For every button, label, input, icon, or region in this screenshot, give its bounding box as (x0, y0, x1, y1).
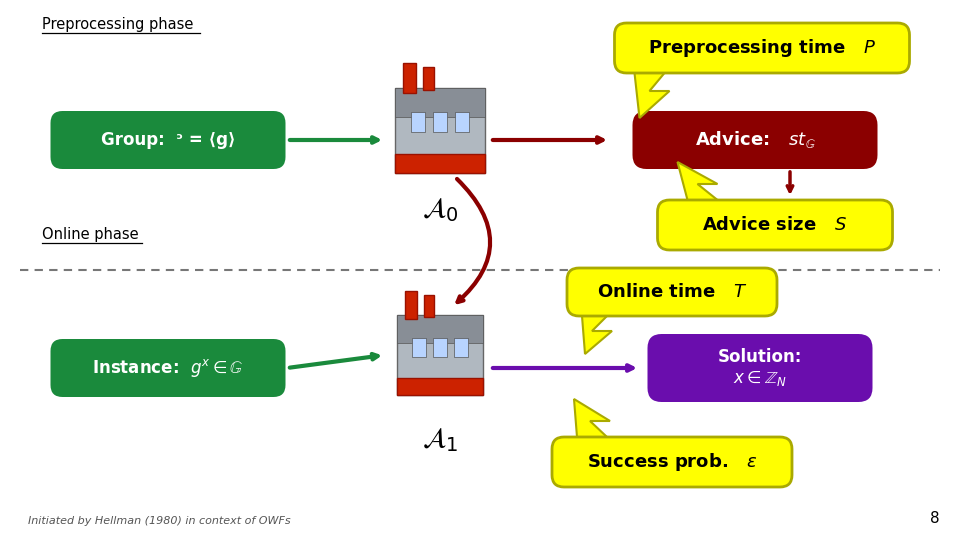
FancyBboxPatch shape (51, 111, 285, 169)
FancyBboxPatch shape (454, 338, 468, 357)
Polygon shape (635, 73, 669, 118)
Text: Success prob.   $\epsilon$: Success prob. $\epsilon$ (587, 451, 757, 473)
FancyBboxPatch shape (397, 315, 483, 343)
FancyBboxPatch shape (411, 112, 425, 132)
FancyBboxPatch shape (403, 63, 416, 92)
FancyBboxPatch shape (395, 87, 485, 117)
FancyBboxPatch shape (51, 339, 285, 397)
Polygon shape (582, 316, 612, 354)
FancyBboxPatch shape (633, 111, 877, 169)
FancyBboxPatch shape (397, 377, 483, 395)
FancyBboxPatch shape (552, 437, 792, 487)
FancyBboxPatch shape (433, 112, 447, 132)
FancyBboxPatch shape (614, 23, 909, 73)
FancyBboxPatch shape (658, 200, 893, 250)
Text: Initiated by Hellman (1980) in context of OWFs: Initiated by Hellman (1980) in context o… (28, 516, 291, 526)
Polygon shape (678, 162, 717, 200)
Polygon shape (574, 399, 610, 437)
Text: Instance:  $g^x \in \mathbb{G}$: Instance: $g^x \in \mathbb{G}$ (92, 357, 244, 379)
Text: 8: 8 (930, 511, 940, 526)
FancyBboxPatch shape (455, 112, 469, 132)
FancyBboxPatch shape (397, 315, 483, 395)
FancyBboxPatch shape (424, 295, 434, 316)
Text: $\mathcal{A}_1$: $\mathcal{A}_1$ (421, 426, 458, 454)
FancyBboxPatch shape (413, 338, 425, 357)
Text: Advice size   $S$: Advice size $S$ (703, 216, 848, 234)
FancyBboxPatch shape (423, 67, 434, 90)
Text: Solution:
$x \in \mathbb{Z}_N$: Solution: $x \in \mathbb{Z}_N$ (718, 348, 803, 388)
Text: Online time   $T$: Online time $T$ (597, 283, 747, 301)
FancyBboxPatch shape (647, 334, 873, 402)
Text: $\mathcal{A}_0$: $\mathcal{A}_0$ (421, 196, 459, 224)
FancyBboxPatch shape (567, 268, 777, 316)
Text: Group:  ᵓ = ⟨g⟩: Group: ᵓ = ⟨g⟩ (101, 131, 235, 149)
FancyBboxPatch shape (395, 87, 485, 172)
FancyBboxPatch shape (405, 291, 418, 319)
Text: Advice:   $st_\mathbb{G}$: Advice: $st_\mathbb{G}$ (695, 130, 815, 151)
FancyBboxPatch shape (395, 154, 485, 172)
Text: Preprocessing phase: Preprocessing phase (42, 17, 193, 32)
FancyBboxPatch shape (433, 338, 446, 357)
Text: Preprocessing time   $P$: Preprocessing time $P$ (648, 37, 876, 59)
Text: Online phase: Online phase (42, 227, 138, 242)
